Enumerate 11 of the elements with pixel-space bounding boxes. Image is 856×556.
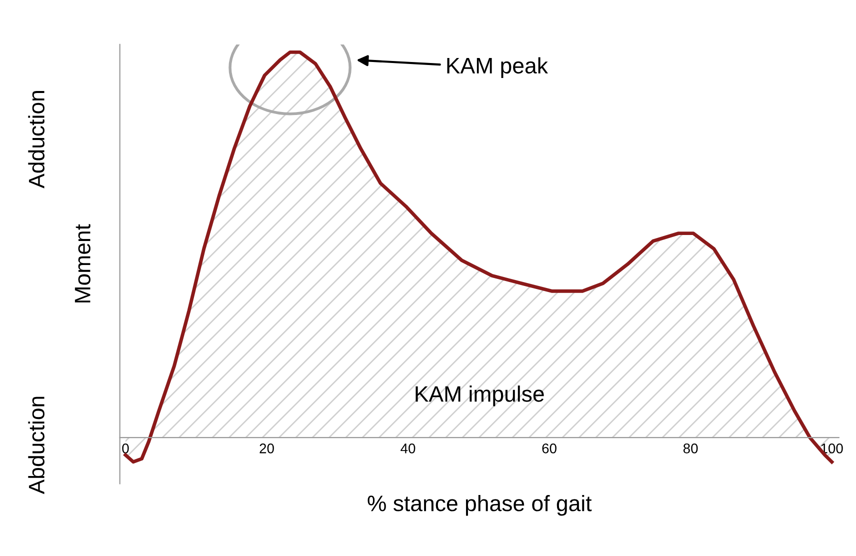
- x-tick-label: 40: [400, 444, 416, 454]
- x-tick-label: 60: [542, 444, 556, 454]
- text: Adduction: [28, 91, 44, 188]
- annotation: KAM impulse: [416, 386, 544, 406]
- y-axis-title: Moment: [74, 224, 90, 302]
- text: Abduction: [28, 396, 44, 494]
- x-tick-label: 0: [122, 444, 129, 454]
- annotation: KAM peak: [447, 57, 548, 78]
- x-axis-title: % stance phase of gait: [368, 494, 592, 516]
- x-tick-label: 80: [683, 444, 698, 454]
- x-tick-label: 20: [260, 444, 274, 454]
